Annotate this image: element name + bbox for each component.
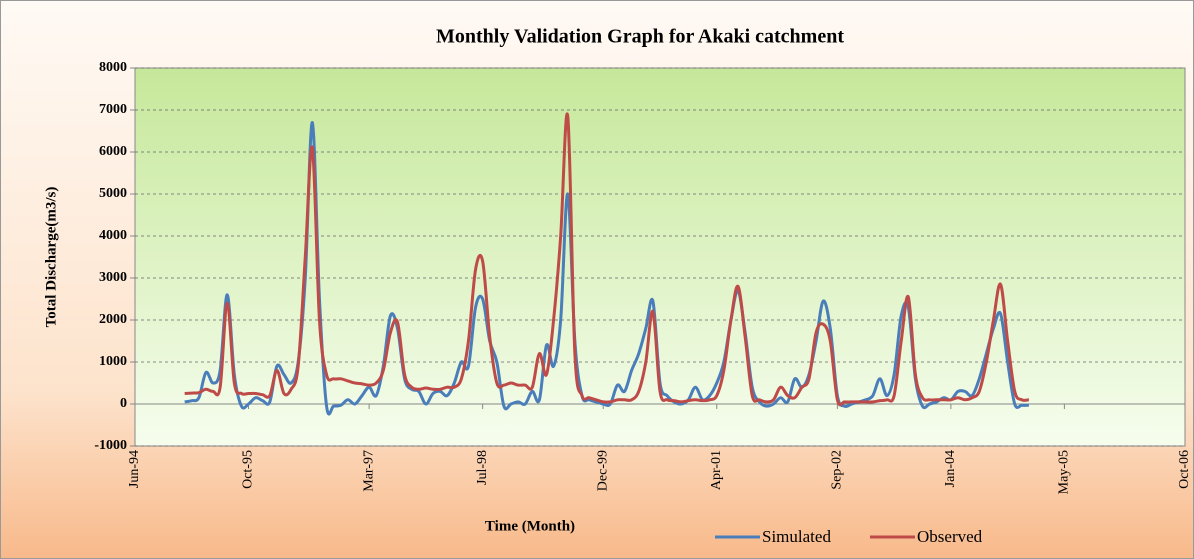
legend-label: Observed (917, 527, 983, 546)
x-tick-label: Mar-97 (361, 450, 376, 492)
x-tick-label: Jan-04 (943, 450, 958, 487)
y-tick-label: 4000 (99, 228, 127, 243)
y-tick-label: 0 (120, 396, 127, 411)
y-tick-label: 8000 (99, 60, 127, 75)
x-tick-label: May-05 (1057, 450, 1072, 494)
y-tick-label: 5000 (99, 186, 127, 201)
x-tick-label: Jul-98 (475, 450, 490, 485)
x-tick-label: Oct-06 (1177, 450, 1192, 489)
x-tick-label: Apr-01 (709, 450, 724, 490)
y-tick-label: -1000 (94, 438, 127, 453)
x-tick-label: Jun-94 (127, 450, 142, 488)
x-tick-label: Oct-95 (241, 450, 256, 489)
legend-label: Simulated (762, 527, 831, 546)
y-tick-label: 7000 (99, 102, 127, 117)
y-tick-label: 2000 (99, 312, 127, 327)
x-tick-label: Sep-02 (830, 450, 845, 490)
chart-title: Monthly Validation Graph for Akaki catch… (436, 26, 844, 48)
y-tick-label: 3000 (99, 270, 127, 285)
y-tick-label: 1000 (99, 354, 127, 369)
y-tick-label: 6000 (99, 144, 127, 159)
line (184, 112, 1030, 407)
x-axis-label: Time (Month) (485, 518, 575, 534)
y-axis-label: Total Discharge(m3/s) (43, 187, 59, 328)
x-tick-label: Dec-99 (595, 450, 610, 491)
